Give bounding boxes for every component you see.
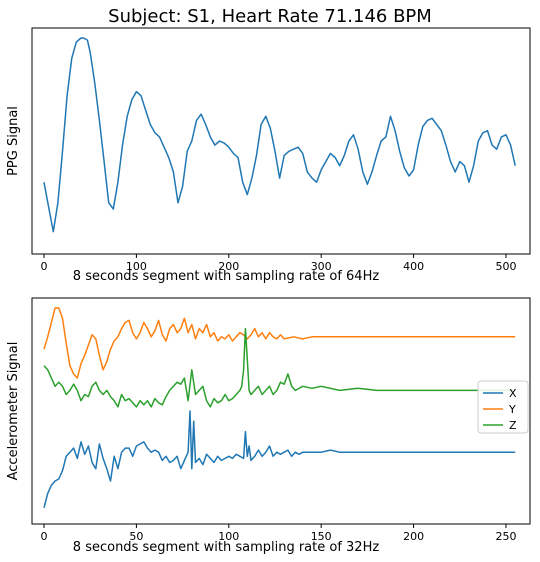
accel-plot: 0 50 100 150 200 250 8 seconds segment with s… <box>6 297 531 555</box>
accel-y-axis-label: Accelerometer Signal <box>6 342 21 481</box>
ppg-plot-frame <box>31 27 531 255</box>
0-x-tick-label: 200 <box>218 260 239 273</box>
legend-frame <box>477 380 529 434</box>
1-series-line-x <box>43 410 516 508</box>
ppg-x-ticks: 0 100 200 300 400 500 <box>41 254 516 273</box>
ppg-plot: 0 100 200 300 400 500 8 seconds segment with … <box>6 27 531 284</box>
figure-title: Subject: S1, Heart Rate 71.146 BPM <box>108 6 432 27</box>
1-series-line-y <box>43 307 516 379</box>
ppg-series-group <box>43 37 516 233</box>
legend-label-y: Y <box>508 403 516 416</box>
1-x-tick-label: 100 <box>218 530 239 543</box>
1-series-line-z <box>43 327 516 408</box>
1-x-tick-label: 250 <box>495 530 516 543</box>
0-x-tick-label: 100 <box>126 260 147 273</box>
ppg-y-axis-label: PPG Signal <box>6 106 21 176</box>
accel-x-ticks: 0 50 100 150 200 250 <box>41 524 516 543</box>
1-x-tick-label: 50 <box>129 530 143 543</box>
accel-x-axis-label: 8 seconds segment with sampling rate of … <box>73 540 380 555</box>
0-x-tick-label: 300 <box>311 260 332 273</box>
1-x-tick-label: 150 <box>311 530 332 543</box>
legend-label-x: X <box>509 387 517 400</box>
0-x-tick-label: 500 <box>495 260 516 273</box>
0-x-tick-label: 0 <box>41 260 48 273</box>
1-x-tick-label: 200 <box>403 530 424 543</box>
0-x-tick-label: 400 <box>403 260 424 273</box>
accel-plot-frame <box>31 297 531 525</box>
1-x-tick-label: 0 <box>41 530 48 543</box>
accel-series-group <box>43 307 516 508</box>
accel-legend: XYZ <box>477 380 529 434</box>
ppg-x-axis-label: 8 seconds segment with sampling rate of … <box>73 269 380 284</box>
0-series-line-0 <box>43 37 516 233</box>
legend-label-z: Z <box>509 419 517 432</box>
